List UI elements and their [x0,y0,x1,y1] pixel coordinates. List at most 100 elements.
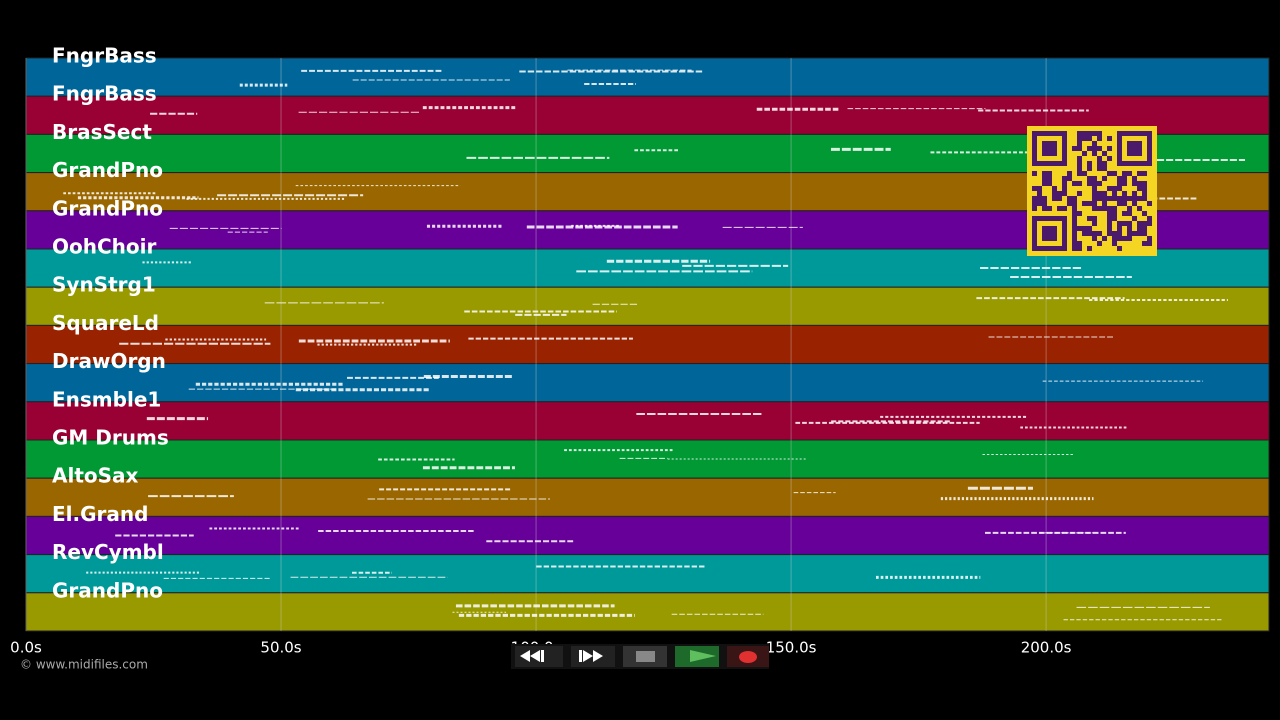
qr-cell [1092,151,1097,156]
qr-cell [1092,176,1097,181]
qr-cell [1097,206,1102,211]
qr-cell [1072,201,1077,206]
qr-cell [1032,206,1037,211]
qr-cell [1092,181,1097,186]
qr-cell [1117,201,1122,206]
qr-cell [1077,156,1082,161]
qr-cell [1102,161,1107,166]
qr-cell [1137,196,1142,201]
qr-cell [1057,206,1062,211]
forward-button[interactable] [571,646,615,667]
rewind-button[interactable] [515,646,563,667]
qr-cell [1102,206,1107,211]
tick-label: 50.0s [260,639,301,657]
qr-cell [1137,231,1142,236]
qr-cell [1087,131,1092,136]
qr-cell [1097,181,1102,186]
qr-cell [1147,201,1152,206]
qr-cell [1097,131,1102,136]
qr-cell [1142,221,1147,226]
qr-cell [1052,196,1057,201]
qr-cell [1077,146,1082,151]
qr-cell [1042,181,1047,186]
qr-cell [1107,226,1112,231]
qr-cell [1137,181,1142,186]
qr-cell [1077,131,1082,136]
qr-cell [1137,186,1142,191]
qr-cell [1067,201,1072,206]
play-button[interactable] [675,646,719,667]
qr-cell [1132,191,1137,196]
qr-cell [1107,156,1112,161]
qr-cell [1117,236,1122,241]
qr-cell [1077,241,1082,246]
qr-cell [1137,226,1142,231]
qr-cell [1077,191,1082,196]
qr-cell [1142,191,1147,196]
qr-cell [1142,171,1147,176]
qr-cell [1102,151,1107,156]
qr-cell [1102,166,1107,171]
qr-cell [1072,231,1077,236]
qr-cell [1082,131,1087,136]
qr-cell [1142,226,1147,231]
qr-cell [1087,201,1092,206]
qr-cell [1037,191,1042,196]
track-band [25,57,1270,97]
qr-cell [1097,136,1102,141]
qr-cell [1122,181,1127,186]
qr-cell [1127,231,1132,236]
track-label: GM Drums [52,426,169,450]
qr-cell [1117,181,1122,186]
track-label: RevCymbl [52,540,164,564]
qr-cell [1047,206,1052,211]
track-band [25,401,1270,441]
qr-cell [1117,226,1122,231]
qr-cell [1082,231,1087,236]
qr-cell [1087,176,1092,181]
qr-cell [1087,231,1092,236]
qr-cell [1087,146,1092,151]
track-labels: FngrBass FngrBass BrasSect GrandPno GrandPno… [52,44,169,603]
qr-cell [1117,186,1122,191]
qr-cell [1032,201,1037,206]
qr-cell [1092,236,1097,241]
qr-cell [1147,241,1152,246]
qr-cell [1112,216,1117,221]
qr-cell [1107,136,1112,141]
qr-cell [1052,186,1057,191]
qr-cell [1092,216,1097,221]
record-button[interactable] [727,646,769,667]
qr-cell [1122,171,1127,176]
qr-cell [1132,231,1137,236]
qr-cell [1122,201,1127,206]
qr-cell [1117,196,1122,201]
track-band [25,439,1270,479]
qr-cell [1072,206,1077,211]
qr-cell [1112,206,1117,211]
qr-cell [1117,246,1122,251]
qr-cell [1142,241,1147,246]
qr-cell [1072,226,1077,231]
qr-cell [1077,161,1082,166]
qr-cell [1062,206,1067,211]
qr-cell [1047,176,1052,181]
qr-cell [1067,196,1072,201]
track-band [25,515,1270,556]
qr-cell [1057,191,1062,196]
qr-cell [1117,231,1122,236]
qr-cell [1062,191,1067,196]
qr-cell [1092,201,1097,206]
qr-cell [1132,201,1137,206]
qr-cell [1067,176,1072,181]
qr-cell [1082,151,1087,156]
qr-cell [1107,221,1112,226]
qr-cell [1122,191,1127,196]
qr-cell [1102,191,1107,196]
stop-button[interactable] [623,646,667,667]
qr-cell [1097,241,1102,246]
qr-cell [1132,216,1137,221]
qr-cell [1122,176,1127,181]
qr-cell [1092,206,1097,211]
qr-cell [1107,171,1112,176]
